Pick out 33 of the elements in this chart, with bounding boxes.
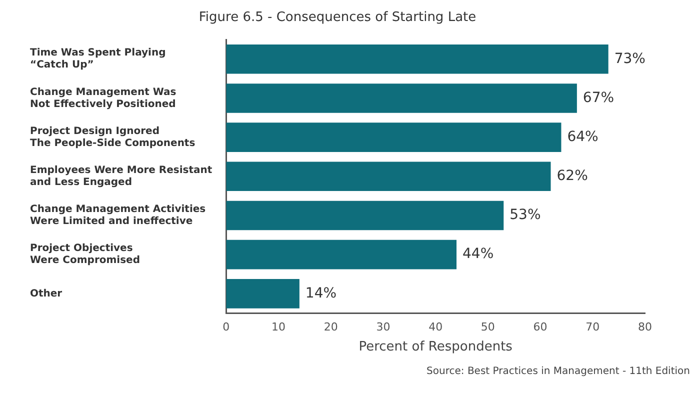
- data-label: 14%: [305, 285, 337, 302]
- y-tick-label: Change Management Activities Were Limited and ineffective: [30, 204, 206, 228]
- data-label: 53%: [510, 207, 541, 224]
- x-axis-title: Percent of Respondents: [358, 340, 513, 355]
- y-tick-label: Employees Were More Resistant and Less Engaged: [30, 164, 212, 188]
- bar: [226, 279, 300, 308]
- x-tick-label: 20: [324, 320, 338, 334]
- y-tick-label: Time Was Spent Playing “Catch Up”: [30, 48, 166, 71]
- bar: [226, 200, 504, 230]
- bar: [226, 84, 577, 113]
- x-tick-label: 60: [533, 320, 548, 334]
- x-tick-label: 80: [638, 320, 652, 334]
- data-label: 67%: [582, 90, 614, 106]
- y-tick-label: Other: [30, 288, 62, 300]
- data-label: 44%: [462, 246, 494, 262]
- bar: [226, 44, 608, 74]
- data-label: 62%: [556, 168, 588, 184]
- y-tick-label: Project Design Ignored The People-Side Components: [30, 126, 196, 149]
- chart-title: Figure 6.5 - Consequences of Starting Late: [198, 10, 476, 26]
- x-tick-label: 0: [222, 320, 230, 334]
- x-tick-label: 30: [376, 320, 390, 334]
- x-tick-label: 70: [586, 320, 600, 334]
- y-tick-label: Project Objectives Were Compromised: [30, 243, 140, 266]
- bar: [226, 240, 457, 270]
- bar: [226, 122, 562, 152]
- x-tick-label: 10: [271, 320, 286, 334]
- y-tick-label: Change Management Was Not Effectively Positioned: [30, 86, 176, 110]
- data-label: 64%: [567, 128, 598, 145]
- x-tick-label: 40: [428, 320, 443, 334]
- source-note: Source: Best Practices in Management - 11th Edition: [426, 366, 690, 377]
- bar: [226, 162, 551, 192]
- x-tick-label: 50: [480, 320, 495, 334]
- data-label: 73%: [614, 50, 646, 67]
